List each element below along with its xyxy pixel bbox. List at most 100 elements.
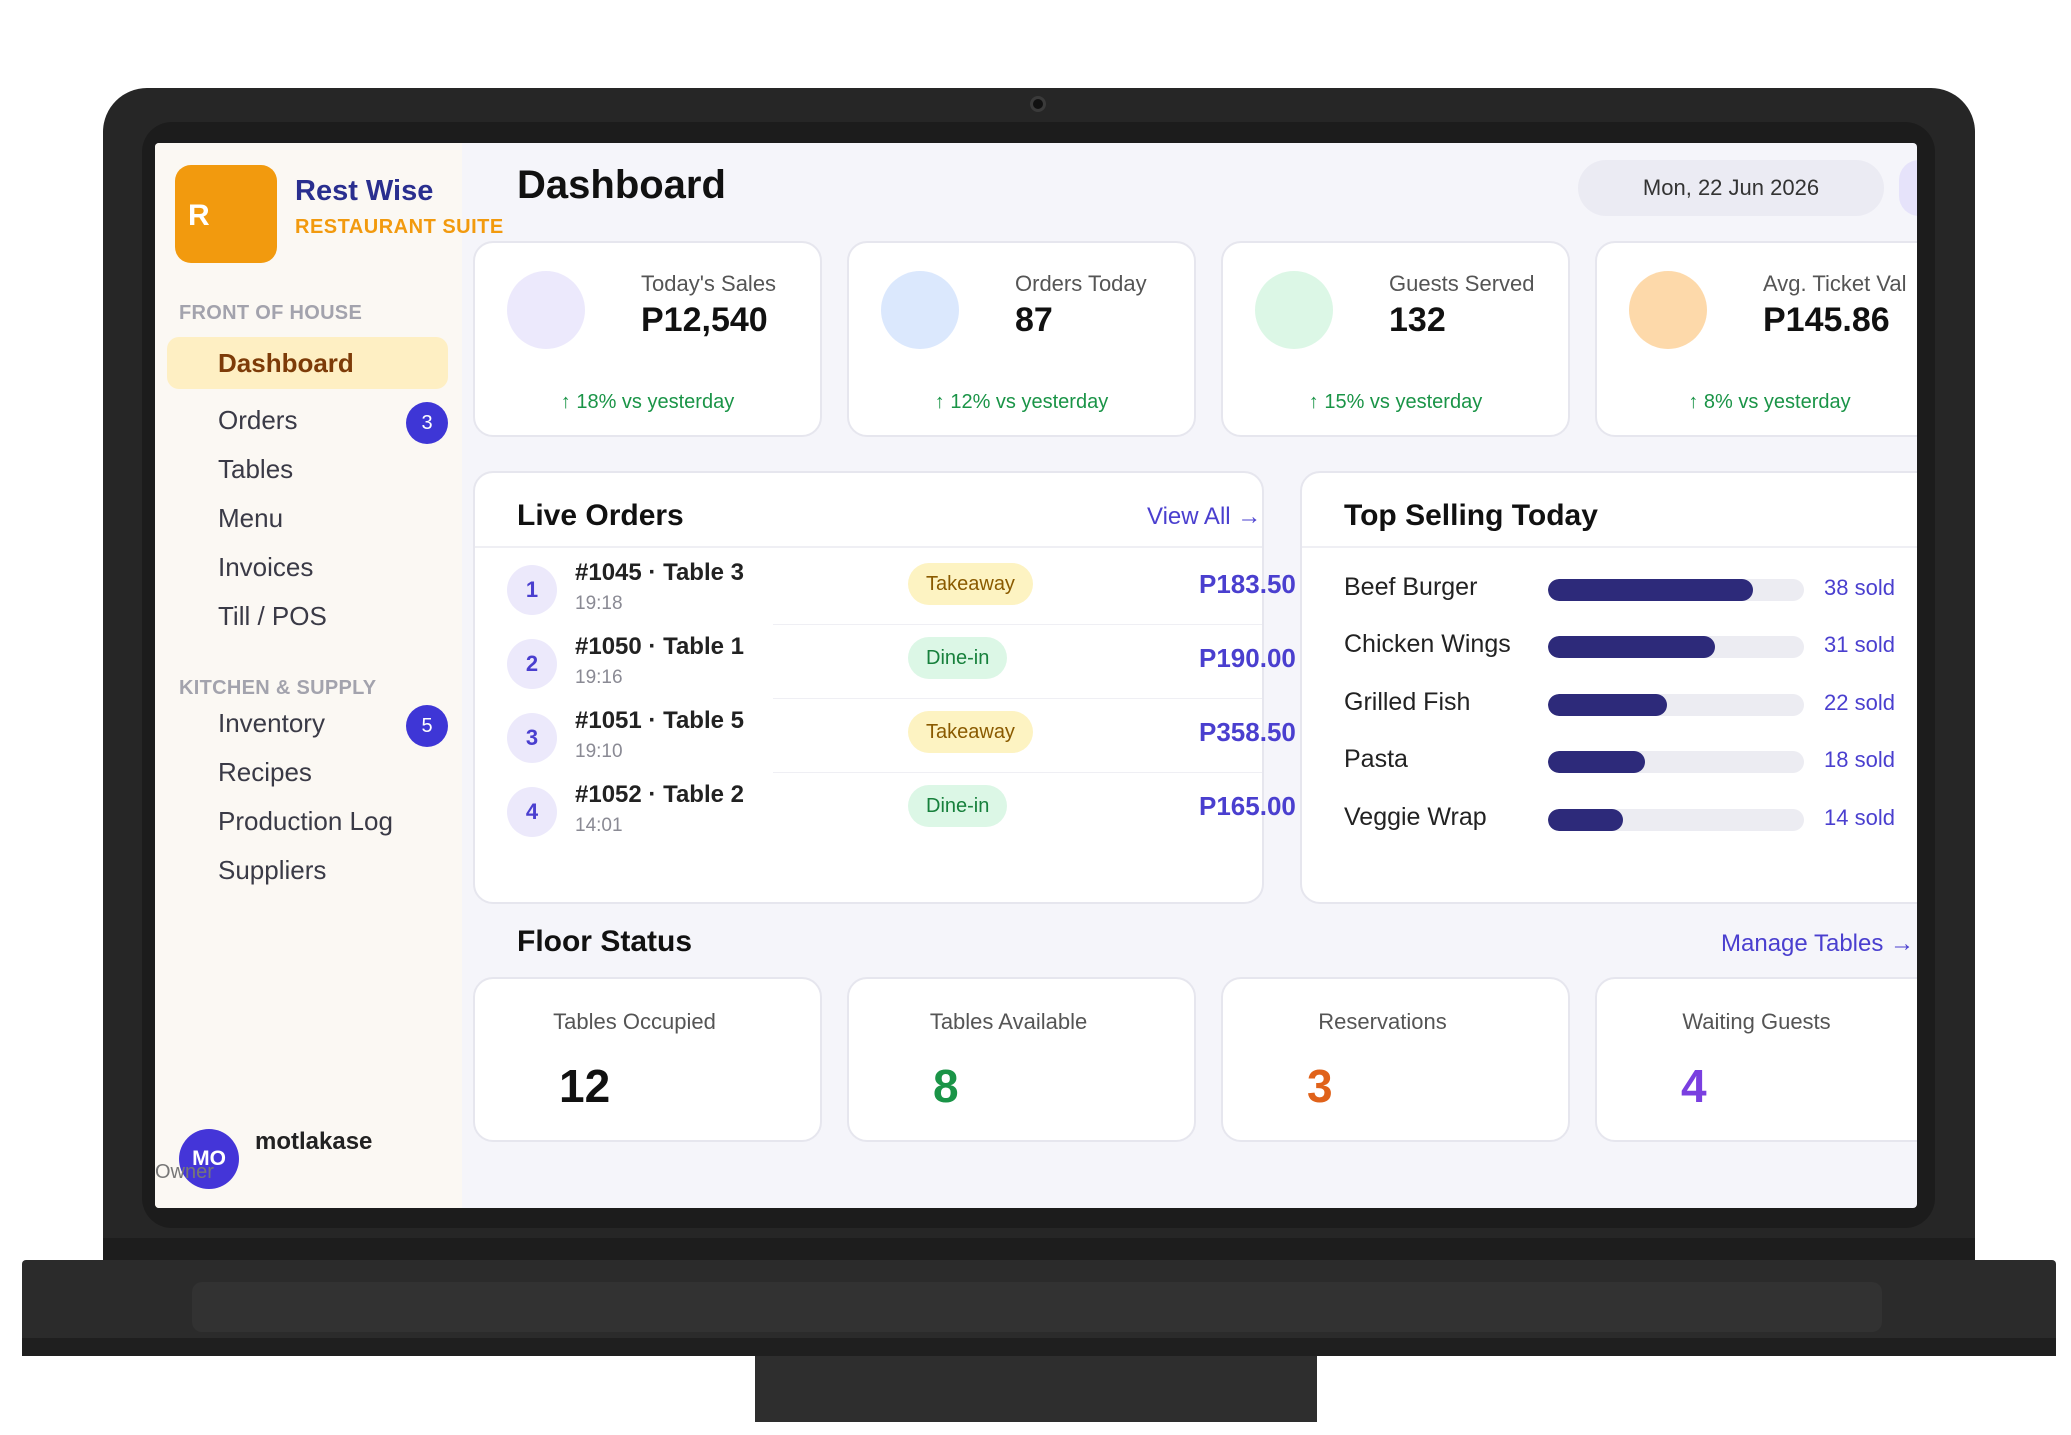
header-avatar[interactable] bbox=[1899, 160, 1917, 216]
app-screen: R Rest Wise RESTAURANT SUITE FRONT OF HO… bbox=[155, 143, 1917, 1208]
sidebar-item-production-log[interactable]: Production Log bbox=[167, 795, 448, 847]
stat-card-guests-served: Guests Served 132 ↑ 15% vs yesterday bbox=[1221, 241, 1570, 437]
sales-bar-track bbox=[1548, 636, 1804, 658]
sidebar-item-suppliers[interactable]: Suppliers bbox=[167, 844, 448, 896]
laptop-base-edge bbox=[22, 1338, 2056, 1356]
order-type-badge: Dine-in bbox=[908, 637, 1008, 679]
user-name: motlakase bbox=[255, 1128, 373, 1155]
stat-card-todays-sales: Today's Sales P12,540 ↑ 18% vs yesterday bbox=[473, 241, 822, 437]
sales-bar bbox=[1548, 751, 1645, 773]
divider bbox=[773, 772, 1262, 773]
stat-icon bbox=[1629, 271, 1707, 349]
order-title: #1052 · Table 2 bbox=[575, 781, 744, 808]
sidebar-item-recipes[interactable]: Recipes bbox=[167, 746, 448, 798]
stat-change: ↑ 15% vs yesterday bbox=[1308, 391, 1483, 413]
top-selling-item: Pasta 18 sold bbox=[1302, 741, 1917, 781]
sidebar-item-label: Inventory bbox=[218, 708, 325, 738]
laptop-hinge bbox=[103, 1238, 1975, 1260]
order-index: 1 bbox=[507, 565, 557, 615]
brand-logo[interactable]: R bbox=[175, 165, 277, 263]
floor-label: Tables Occupied bbox=[553, 1009, 716, 1034]
sidebar-item-label: Production Log bbox=[218, 806, 393, 836]
order-title: #1051 · Table 5 bbox=[575, 707, 744, 734]
manage-tables-link[interactable]: Manage Tables → bbox=[1721, 930, 1915, 957]
inventory-count-badge: 5 bbox=[406, 705, 448, 747]
sales-bar bbox=[1548, 636, 1716, 658]
page-title: Dashboard bbox=[517, 163, 726, 207]
order-row[interactable]: 3 #1051 · Table 5 19:10 Takeaway P358.50 bbox=[475, 699, 1296, 773]
floor-value: 3 bbox=[1307, 1060, 1333, 1112]
order-row[interactable]: 1 #1045 · Table 3 19:18 Takeaway P183.50 bbox=[475, 551, 1296, 625]
top-selling-item: Veggie Wrap 14 sold bbox=[1302, 799, 1917, 839]
date-display[interactable]: Mon, 22 Jun 2026 bbox=[1578, 160, 1884, 216]
sidebar-item-tables[interactable]: Tables bbox=[167, 443, 448, 495]
top-selling-title: Top Selling Today bbox=[1344, 499, 1598, 532]
stat-label: Guests Served bbox=[1389, 271, 1535, 296]
floor-label: Reservations bbox=[1318, 1009, 1447, 1034]
order-row[interactable]: 4 #1052 · Table 2 14:01 Dine-in P165.00 bbox=[475, 773, 1296, 847]
sidebar: R Rest Wise RESTAURANT SUITE FRONT OF HO… bbox=[155, 143, 503, 1208]
divider bbox=[773, 698, 1262, 699]
divider bbox=[1302, 546, 1917, 548]
sales-bar-track bbox=[1548, 579, 1804, 601]
sales-bar-track bbox=[1548, 809, 1804, 831]
stat-card-orders-today: Orders Today 87 ↑ 12% vs yesterday bbox=[847, 241, 1196, 437]
top-selling-panel: Top Selling Today Beef Burger 38 sold Ch… bbox=[1300, 471, 1917, 904]
sidebar-item-menu[interactable]: Menu bbox=[167, 492, 448, 544]
divider bbox=[475, 546, 1262, 548]
order-index: 3 bbox=[507, 713, 557, 763]
user-avatar[interactable]: MO bbox=[179, 1129, 239, 1189]
sidebar-item-till-pos[interactable]: Till / POS bbox=[167, 590, 448, 642]
stat-value: 87 bbox=[1015, 301, 1053, 339]
sidebar-item-inventory[interactable]: Inventory 5 bbox=[167, 697, 448, 749]
stat-change: ↑ 18% vs yesterday bbox=[560, 391, 735, 413]
item-name: Beef Burger bbox=[1344, 573, 1478, 601]
floor-card-tables-occupied: Tables Occupied 12 bbox=[473, 977, 822, 1142]
sidebar-item-invoices[interactable]: Invoices bbox=[167, 541, 448, 593]
brand-name: Rest Wise bbox=[295, 175, 434, 207]
floor-card-waiting-guests: Waiting Guests 4 bbox=[1595, 977, 1917, 1142]
order-total: P165.00 bbox=[1199, 791, 1296, 821]
divider bbox=[773, 624, 1262, 625]
order-time: 19:16 bbox=[575, 667, 623, 688]
sidebar-item-label: Suppliers bbox=[218, 855, 327, 885]
item-name: Pasta bbox=[1344, 745, 1408, 773]
sales-bar bbox=[1548, 809, 1624, 831]
top-selling-item: Grilled Fish 22 sold bbox=[1302, 684, 1917, 724]
sidebar-item-label: Till / POS bbox=[218, 601, 327, 631]
top-selling-item: Chicken Wings 31 sold bbox=[1302, 626, 1917, 666]
keyboard-deck bbox=[192, 1282, 1882, 1332]
sidebar-item-dashboard[interactable]: Dashboard bbox=[167, 337, 448, 389]
sold-count: 31 sold bbox=[1824, 632, 1895, 657]
order-total: P190.00 bbox=[1199, 643, 1296, 673]
order-title: #1045 · Table 3 bbox=[575, 559, 744, 586]
order-row[interactable]: 2 #1050 · Table 1 19:16 Dine-in P190.00 bbox=[475, 625, 1296, 699]
stat-change: ↑ 12% vs yesterday bbox=[934, 391, 1109, 413]
floor-card-reservations: Reservations 3 bbox=[1221, 977, 1570, 1142]
order-index: 4 bbox=[507, 787, 557, 837]
sales-bar-track bbox=[1548, 751, 1804, 773]
sold-count: 18 sold bbox=[1824, 747, 1895, 772]
stat-card-avg-ticket: Avg. Ticket Val P145.86 ↑ 8% vs yesterda… bbox=[1595, 241, 1917, 437]
floor-label: Waiting Guests bbox=[1682, 1009, 1831, 1034]
nav-section-kitchen-supply: KITCHEN & SUPPLY bbox=[179, 677, 377, 699]
top-selling-item: Beef Burger 38 sold bbox=[1302, 569, 1917, 609]
stat-label: Avg. Ticket Val bbox=[1763, 271, 1907, 296]
sidebar-item-label: Recipes bbox=[218, 757, 312, 787]
sidebar-item-label: Dashboard bbox=[218, 348, 354, 378]
sidebar-item-orders[interactable]: Orders 3 bbox=[167, 394, 448, 446]
order-time: 19:10 bbox=[575, 741, 623, 762]
item-name: Chicken Wings bbox=[1344, 630, 1511, 658]
sold-count: 14 sold bbox=[1824, 805, 1895, 830]
order-index: 2 bbox=[507, 639, 557, 689]
sidebar-item-label: Invoices bbox=[218, 552, 314, 582]
sales-bar-track bbox=[1548, 694, 1804, 716]
item-name: Veggie Wrap bbox=[1344, 803, 1487, 831]
sales-bar bbox=[1548, 694, 1667, 716]
brand-subtitle: RESTAURANT SUITE bbox=[295, 216, 504, 238]
stat-value: P145.86 bbox=[1763, 301, 1890, 339]
floor-value: 8 bbox=[933, 1060, 959, 1112]
laptop-stand bbox=[755, 1356, 1317, 1422]
order-time: 19:18 bbox=[575, 593, 623, 614]
view-all-orders-link[interactable]: View All → bbox=[1147, 503, 1262, 530]
